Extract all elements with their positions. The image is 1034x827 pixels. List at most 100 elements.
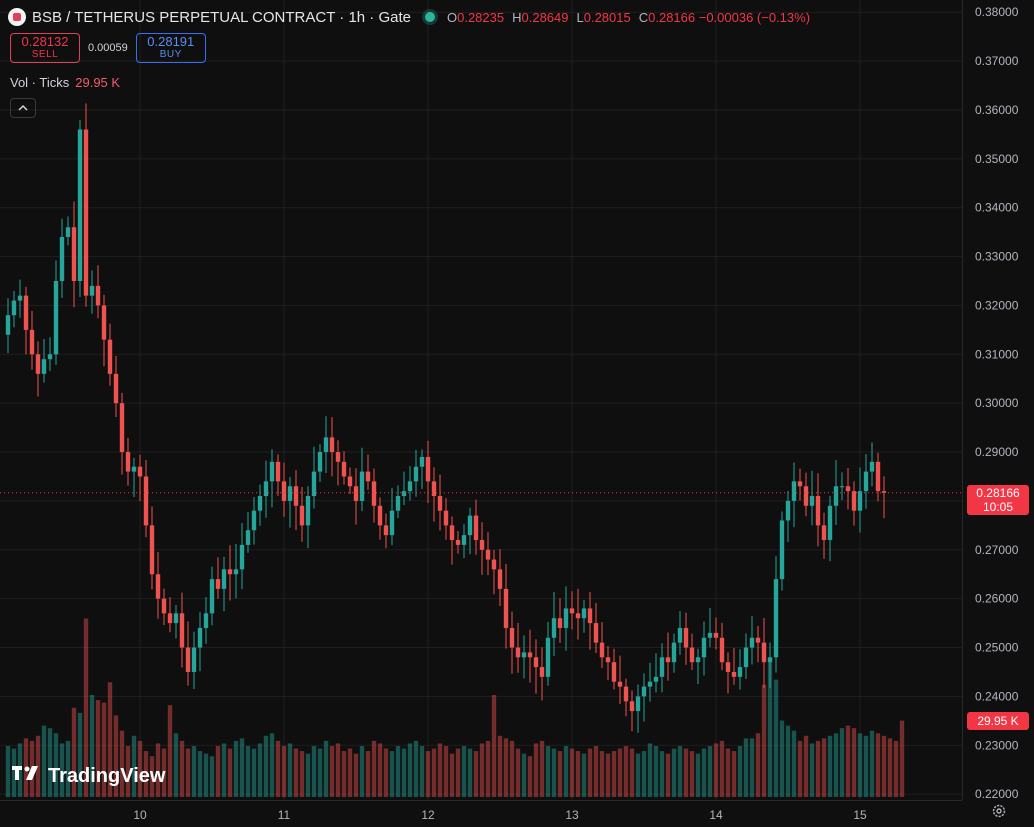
volume-bar: [131, 735, 137, 797]
volume-bar: [17, 743, 23, 797]
volume-bar: [395, 746, 401, 797]
volume-bar: [143, 751, 149, 797]
candle-body: [113, 373, 119, 404]
candle-body: [131, 466, 137, 472]
candle-body: [347, 476, 353, 487]
volume-bar: [677, 746, 683, 797]
volume-bar: [221, 743, 227, 797]
volume-bar: [551, 748, 557, 797]
volume-bar: [377, 743, 383, 797]
candle-body: [821, 525, 827, 541]
volume-bar: [515, 748, 521, 797]
candle-body: [635, 696, 641, 712]
sell-price: 0.28132: [21, 34, 69, 49]
chart-area[interactable]: BSB / TETHERUS PERPETUAL CONTRACT · 1h ·…: [0, 0, 962, 800]
candle-body: [473, 515, 479, 541]
volume-bar: [467, 748, 473, 797]
candle-body: [791, 481, 797, 501]
volume-bar: [833, 733, 839, 797]
volume-bar: [233, 740, 239, 797]
volume-bar: [485, 740, 491, 797]
ohlc-close-value: 0.28166 −0.00036 (−0.13%): [648, 9, 811, 25]
volume-bar: [779, 720, 785, 797]
candle-body: [785, 500, 791, 521]
chevron-up-icon: [18, 104, 28, 111]
candle-body: [359, 471, 365, 501]
candle-body: [425, 456, 431, 482]
time-tick-label: 14: [709, 808, 723, 822]
volume-bar: [887, 738, 893, 797]
candle-body: [287, 486, 293, 501]
candle-body: [569, 608, 575, 614]
volume-bar: [671, 748, 677, 797]
volume-bar: [449, 753, 455, 797]
price-tick-label: 0.36000: [975, 103, 1019, 117]
time-axis[interactable]: 10 11 12 13 14 15: [0, 800, 962, 827]
tradingview-logo[interactable]: TradingView: [12, 764, 165, 788]
price-tick-label: 0.22000: [975, 787, 1019, 800]
volume-bar: [479, 743, 485, 797]
volume-bar: [197, 751, 203, 797]
candle-body: [257, 496, 263, 511]
price-axis[interactable]: 0.38000 0.37000 0.36000 0.35000 0.34000 0.330…: [962, 0, 1034, 800]
candle-body: [503, 588, 509, 628]
volume-bar: [263, 735, 269, 797]
candle-body: [377, 505, 383, 526]
candle-body: [221, 569, 227, 589]
buy-button[interactable]: 0.28191 BUY: [135, 33, 206, 63]
candle-body: [677, 627, 683, 643]
sell-button[interactable]: 0.28132 SELL: [10, 33, 80, 63]
volume-bar: [401, 748, 407, 797]
candle-body: [869, 461, 875, 472]
volume-bar: [509, 740, 515, 797]
volume-bar: [185, 748, 191, 797]
price-tick-label: 0.24000: [975, 689, 1019, 703]
volume-bar: [749, 738, 755, 797]
price-tick-label: 0.34000: [975, 201, 1019, 215]
candle-body: [263, 481, 269, 497]
candle-body: [119, 403, 125, 453]
candle-body: [209, 579, 215, 614]
buy-label: BUY: [159, 49, 182, 60]
candle-body: [59, 237, 65, 282]
volume-bar: [173, 733, 179, 797]
price-chart[interactable]: [0, 0, 962, 800]
candle-body: [815, 496, 821, 526]
volume-bar: [203, 753, 209, 797]
candle-body: [143, 476, 149, 526]
volume-bar: [845, 725, 851, 797]
candle-body: [137, 466, 143, 477]
volume-bar: [431, 748, 437, 797]
volume-bar: [815, 740, 821, 797]
volume-bar: [587, 748, 593, 797]
candle-body: [509, 627, 515, 648]
volume-bar: [803, 735, 809, 797]
volume-bar: [275, 740, 281, 797]
collapse-legend-button[interactable]: [10, 98, 36, 118]
candle-body: [341, 461, 347, 477]
volume-bar: [503, 738, 509, 797]
candle-body: [233, 569, 239, 575]
candle-body: [35, 354, 41, 374]
candle-body: [587, 608, 593, 624]
volume-bar: [383, 748, 389, 797]
volume-bar: [245, 746, 251, 797]
volume-bar: [611, 751, 617, 797]
candle-body: [551, 618, 557, 638]
candle-body: [485, 549, 491, 560]
volume-bar: [713, 743, 719, 797]
candle-body: [593, 623, 599, 643]
candle-body: [611, 662, 617, 682]
market-status-icon[interactable]: [424, 12, 435, 22]
candle-body: [881, 491, 887, 493]
volume-bar: [281, 746, 287, 797]
candle-body: [293, 486, 299, 506]
price-tick-label: 0.27000: [975, 543, 1019, 557]
volume-legend[interactable]: Vol · Ticks 29.95 K: [10, 75, 120, 90]
volume-bar: [353, 753, 359, 797]
settings-button[interactable]: [990, 803, 1008, 821]
chart-title[interactable]: BSB / TETHERUS PERPETUAL CONTRACT · 1h ·…: [32, 8, 411, 26]
volume-bar: [743, 738, 749, 797]
price-tick-label: 0.30000: [975, 396, 1019, 410]
volume-bar: [491, 695, 497, 797]
